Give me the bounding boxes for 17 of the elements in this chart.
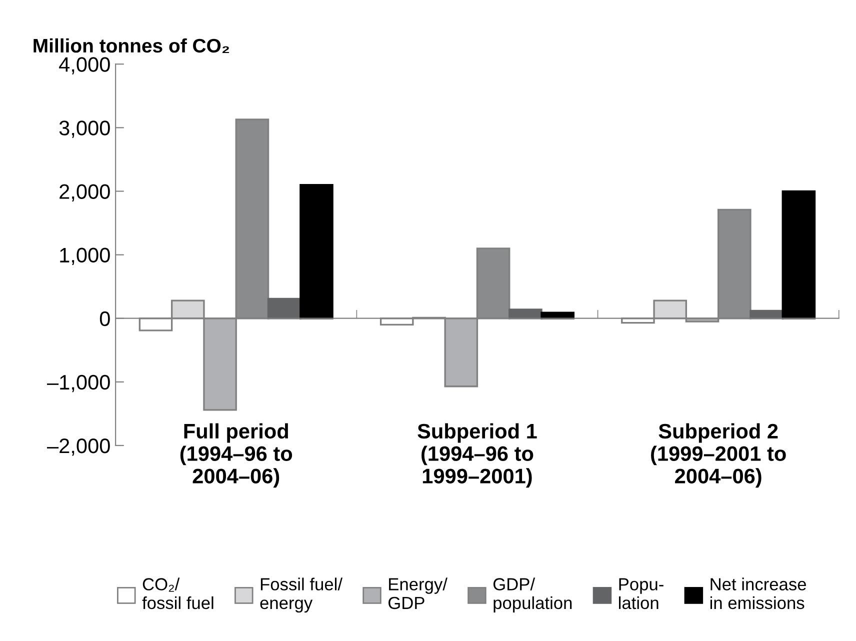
y-tick-label: 4,000 bbox=[59, 57, 110, 74]
y-tick-label: 0 bbox=[100, 311, 110, 326]
legend-label: GDP/ population bbox=[493, 578, 572, 613]
legend-label: Fossil fuel/ energy bbox=[260, 578, 342, 613]
x-tick-label: Subperiod 2 (1999–2001 to 2004–06) bbox=[651, 423, 786, 488]
y-tick-label: 2,000 bbox=[60, 184, 110, 202]
y-axis-title: Million tonnes of CO₂ bbox=[34, 38, 230, 54]
y-tick-label: –2,000 bbox=[46, 438, 110, 456]
x-tick-label: Full period (1994–96 to 2004–06) bbox=[180, 423, 292, 488]
y-tick-label: –1,000 bbox=[46, 374, 110, 392]
x-tick-label: Subperiod 1 (1994–96 to 1999–2001) bbox=[418, 423, 537, 488]
legend-label: CO₂/ fossil fuel bbox=[142, 578, 214, 610]
legend-label: Net increase in emissions bbox=[710, 578, 806, 610]
legend-label: Popu- lation bbox=[619, 578, 664, 610]
legend-label: Energy/ GDP bbox=[388, 578, 448, 610]
y-tick-label: 1,000 bbox=[60, 248, 110, 266]
y-tick-label: 3,000 bbox=[59, 120, 110, 138]
